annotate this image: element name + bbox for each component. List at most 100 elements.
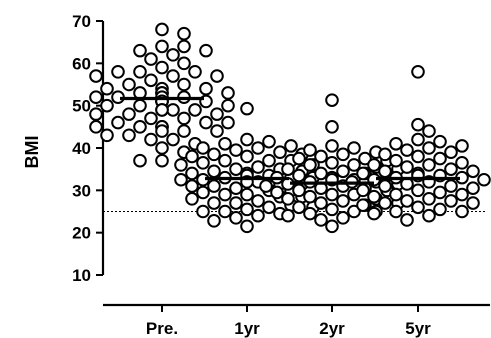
data-point xyxy=(251,160,265,174)
data-point xyxy=(389,187,403,202)
data-point xyxy=(422,208,436,223)
data-point xyxy=(155,39,169,54)
data-point xyxy=(477,172,491,187)
data-points xyxy=(89,22,491,234)
data-point xyxy=(207,196,221,210)
data-point xyxy=(455,139,469,153)
data-point xyxy=(111,65,125,79)
data-point xyxy=(444,194,458,208)
data-point xyxy=(207,147,221,162)
data-point xyxy=(144,111,158,126)
data-point xyxy=(455,204,469,219)
data-point xyxy=(240,219,254,234)
data-point xyxy=(389,204,403,219)
data-point xyxy=(218,204,232,219)
data-point xyxy=(433,151,447,166)
data-point xyxy=(314,166,328,181)
data-point xyxy=(367,158,381,172)
data-point xyxy=(466,164,480,179)
data-point xyxy=(100,81,114,96)
data-point xyxy=(444,162,458,176)
data-point xyxy=(303,189,317,204)
data-point xyxy=(166,48,180,62)
data-point xyxy=(356,198,370,212)
data-point xyxy=(356,166,370,181)
data-point xyxy=(100,128,114,143)
y-tick-label: 60 xyxy=(72,54,91,73)
data-point xyxy=(358,151,372,166)
data-point xyxy=(262,153,276,168)
x-tick-label: Pre. xyxy=(146,319,178,338)
data-point xyxy=(218,136,232,151)
data-point xyxy=(218,153,232,168)
x-tick-label: 5yr xyxy=(405,319,431,338)
data-point xyxy=(444,179,458,193)
data-point xyxy=(240,202,254,217)
data-point xyxy=(177,56,191,71)
data-point xyxy=(422,192,436,206)
data-point xyxy=(251,141,265,155)
data-point xyxy=(292,168,306,183)
data-point xyxy=(174,172,188,187)
data-point xyxy=(262,134,276,149)
data-point xyxy=(400,213,414,227)
data-point xyxy=(155,153,169,168)
data-point xyxy=(400,194,414,208)
data-point xyxy=(466,196,480,210)
y-axis-title: BMI xyxy=(22,136,42,169)
data-point xyxy=(411,117,425,132)
data-point xyxy=(207,179,221,193)
data-point xyxy=(400,143,414,157)
x-axis: Pre. 1yr 2yr 5yr xyxy=(103,303,490,338)
data-point xyxy=(221,115,235,130)
data-point xyxy=(196,141,210,155)
data-point xyxy=(251,194,265,208)
data-point xyxy=(378,147,392,162)
data-point xyxy=(433,202,447,217)
data-point xyxy=(411,183,425,198)
data-point xyxy=(466,181,480,196)
data-point xyxy=(314,149,328,164)
data-point xyxy=(188,65,202,79)
data-point xyxy=(378,196,392,210)
y-tick-label: 10 xyxy=(72,266,91,285)
data-point xyxy=(336,211,350,225)
y-tick-label: 20 xyxy=(72,224,91,243)
data-point xyxy=(273,145,287,160)
data-point xyxy=(111,115,125,130)
data-point xyxy=(218,187,232,202)
data-point xyxy=(185,179,199,193)
series-Pre. xyxy=(89,22,235,168)
data-point xyxy=(336,194,350,208)
data-point xyxy=(100,98,114,113)
data-point xyxy=(251,208,265,223)
data-point xyxy=(166,132,180,147)
data-point xyxy=(89,69,103,83)
data-point xyxy=(133,43,147,58)
y-tick-label: 50 xyxy=(72,97,91,116)
data-point xyxy=(89,107,103,121)
data-point xyxy=(367,206,381,221)
data-point xyxy=(207,164,221,179)
data-point xyxy=(155,103,169,117)
data-point xyxy=(229,181,243,196)
data-point xyxy=(229,143,243,157)
data-point xyxy=(177,111,191,126)
data-point xyxy=(455,187,469,202)
y-axis: 10 20 30 40 50 60 70 xyxy=(72,12,105,285)
data-point xyxy=(240,149,254,164)
data-point xyxy=(389,153,403,168)
data-point xyxy=(174,158,188,172)
data-point xyxy=(177,26,191,41)
data-point xyxy=(133,98,147,113)
data-point xyxy=(177,77,191,92)
data-point xyxy=(196,185,210,200)
data-point xyxy=(122,77,136,92)
data-point xyxy=(188,103,202,117)
data-point xyxy=(367,189,381,204)
data-point xyxy=(314,213,328,227)
data-point xyxy=(347,204,361,219)
data-point xyxy=(196,156,210,170)
data-point xyxy=(133,153,147,168)
